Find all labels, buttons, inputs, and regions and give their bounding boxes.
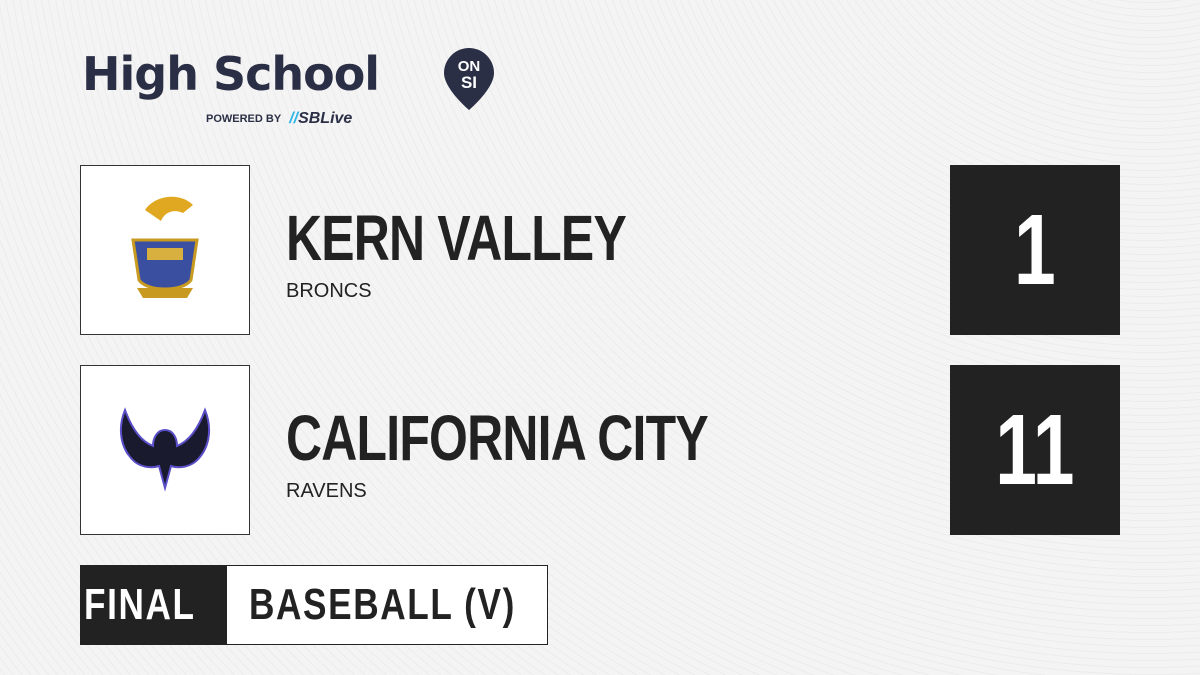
brand-title: High School — [82, 47, 380, 101]
svg-text:ON: ON — [458, 58, 481, 75]
team-mascot: RAVENS — [286, 480, 367, 502]
high-school-on-si-logo: High School ON SI POWERED BY //SBLive — [82, 46, 494, 127]
team-score: 11 — [950, 365, 1120, 535]
game-status: FINAL — [81, 566, 227, 644]
on-si-pin-icon: ON SI — [444, 48, 494, 110]
team-score: 1 — [950, 165, 1120, 335]
sport-label: BASEBALL (V) — [249, 580, 516, 629]
team-name: KERN VALLEY — [286, 202, 627, 274]
team-row-home: KERN VALLEY BRONCS 1 — [80, 165, 1120, 335]
game-status-bar: FINAL BASEBALL (V) — [80, 565, 548, 645]
powered-by: POWERED BY //SBLive — [206, 110, 352, 128]
sblive-logo: //SBLive — [289, 110, 353, 127]
team-logo — [80, 165, 250, 335]
svg-text:SI: SI — [461, 73, 477, 92]
team-name: CALIFORNIA CITY — [286, 402, 709, 474]
powered-by-label: POWERED BY — [206, 113, 282, 125]
kern-valley-crest-icon — [131, 196, 199, 298]
team-row-away: CALIFORNIA CITY RAVENS 11 — [80, 365, 1120, 535]
team-logo — [80, 365, 250, 535]
team-mascot: BRONCS — [286, 280, 372, 302]
raven-icon — [119, 407, 211, 492]
